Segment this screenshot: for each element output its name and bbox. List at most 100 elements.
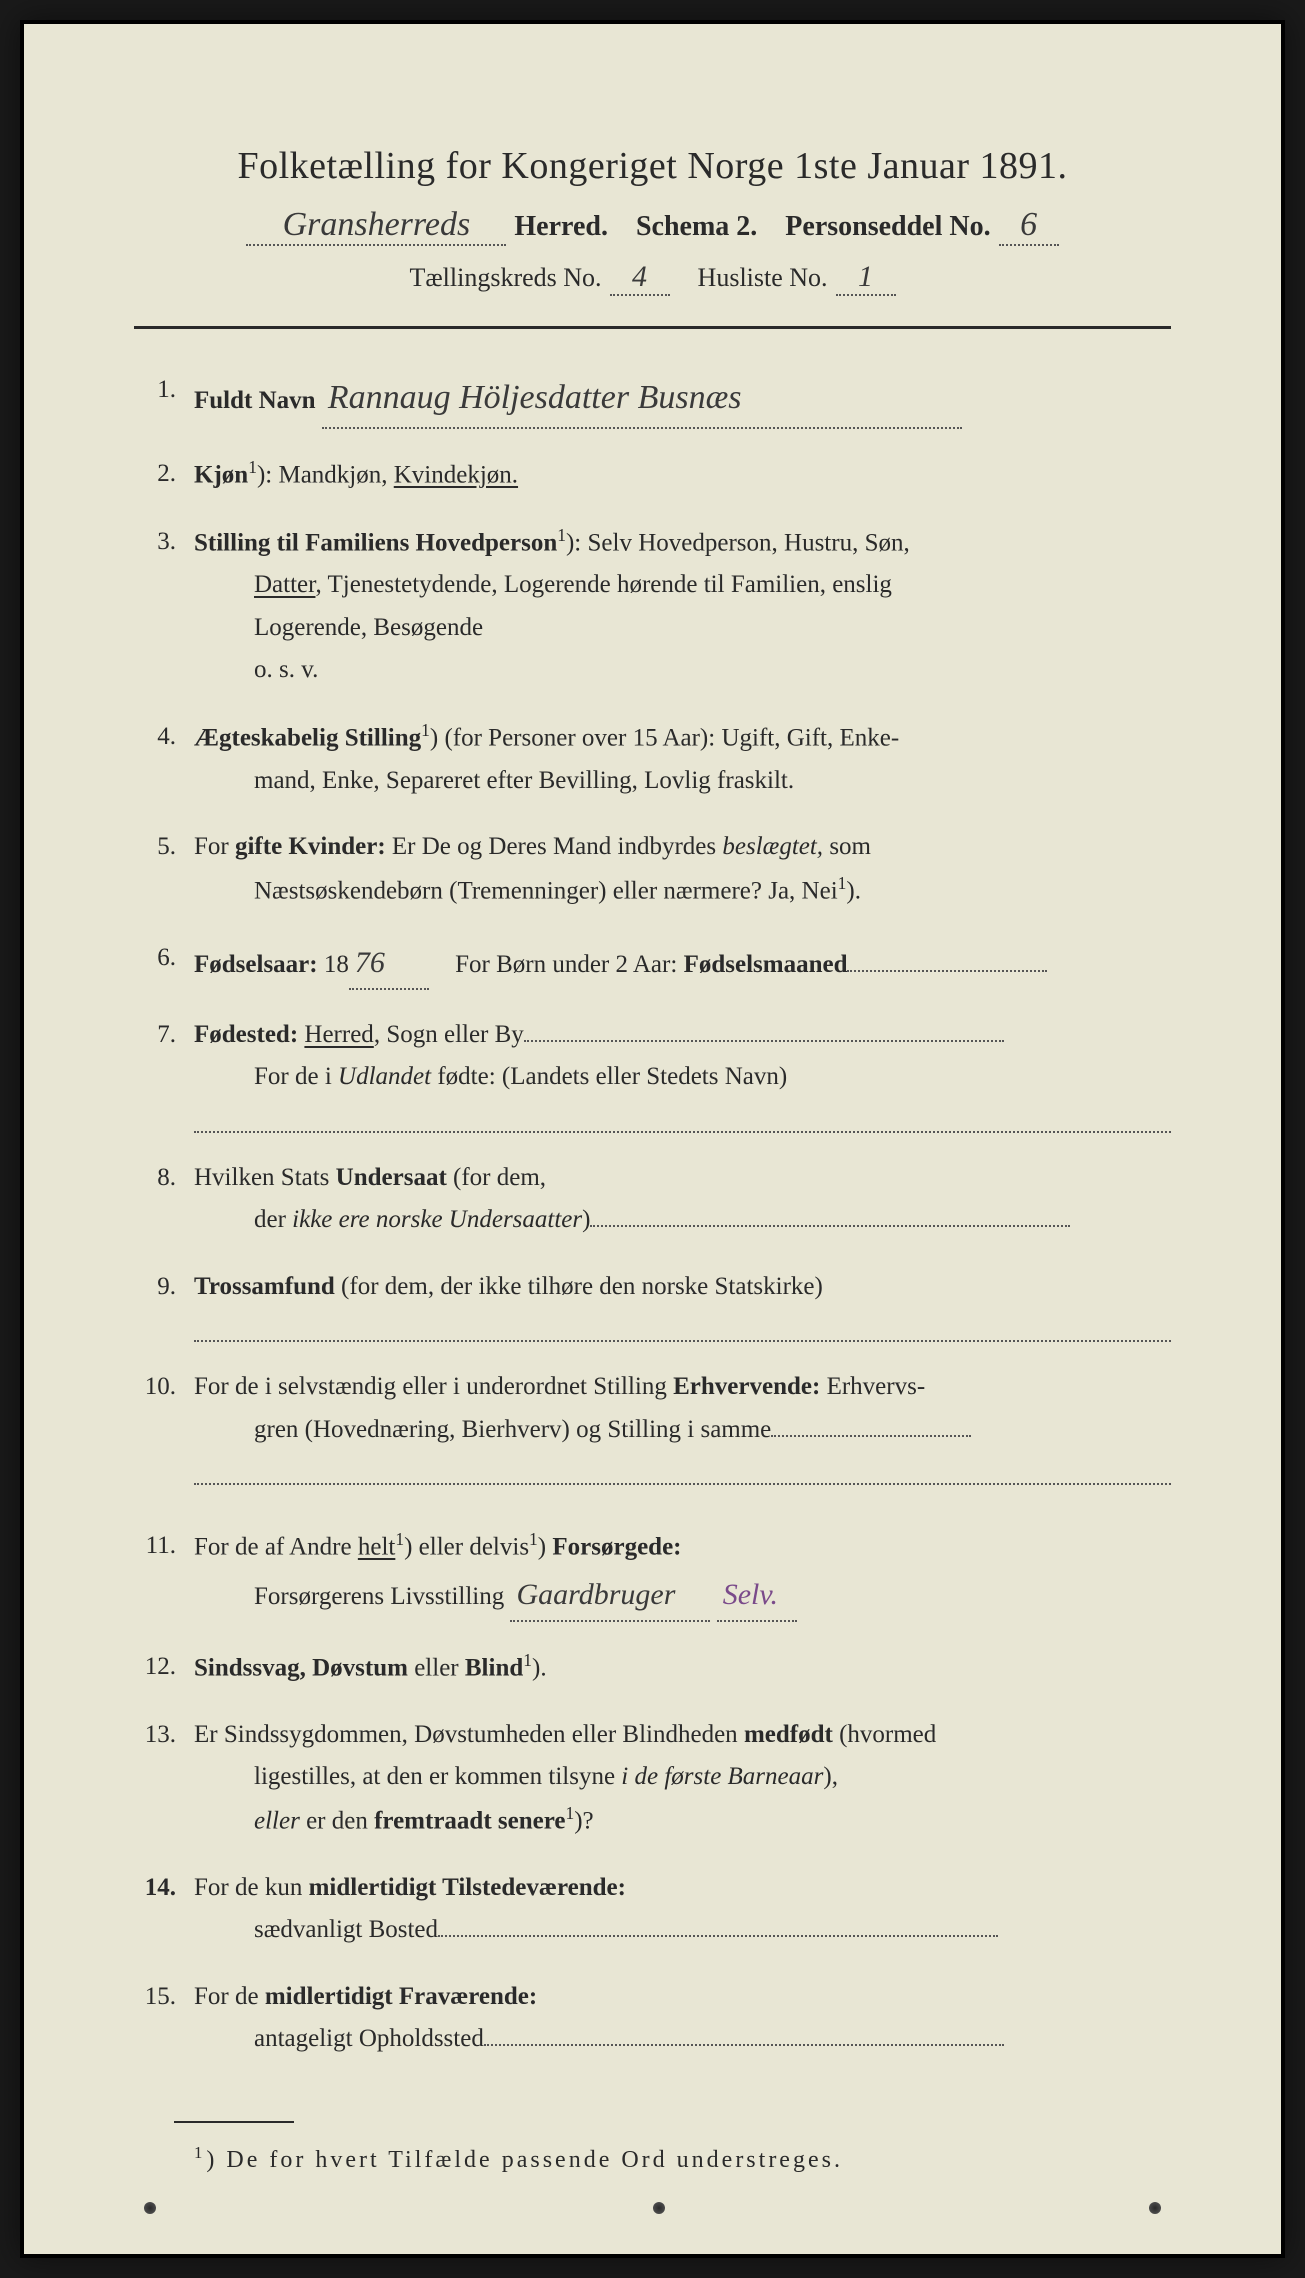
q4-body: Ægteskabelig Stilling1) (for Personer ov… bbox=[194, 716, 1171, 802]
q13-e: i de første Barneaar bbox=[621, 1763, 823, 1790]
form-questions: 1. Fuldt Navn Rannaug Höljesdatter Busnæ… bbox=[134, 369, 1171, 2061]
q1-body: Fuldt Navn Rannaug Höljesdatter Busnæs bbox=[194, 369, 1171, 429]
q5-line2-wrap: Næstsøskendebørn (Tremenninger) eller næ… bbox=[194, 869, 1171, 913]
q3-num: 3. bbox=[134, 521, 194, 564]
q5-d: beslægtet, bbox=[722, 833, 823, 860]
q4-sup: 1 bbox=[421, 720, 430, 740]
pinhole-icon bbox=[144, 2202, 156, 2214]
q6-c: Fødselsmaaned bbox=[684, 951, 848, 978]
q12-body: Sindssvag, Døvstum eller Blind1). bbox=[194, 1646, 1171, 1690]
q6-month bbox=[847, 970, 1047, 972]
q2-opt1: Mandkjøn, bbox=[278, 461, 387, 488]
q9-num: 9. bbox=[134, 1266, 194, 1309]
q2: 2. Kjøn1): Mandkjøn, Kvindekjøn. bbox=[134, 453, 1171, 497]
footnote: 1) De for hvert Tilfælde passende Ord un… bbox=[194, 2143, 1171, 2174]
q11-c: ) bbox=[538, 1533, 546, 1560]
q7: 7. Fødested: Herred, Sogn eller By For d… bbox=[134, 1014, 1171, 1133]
q11-num: 11. bbox=[134, 1525, 194, 1568]
q1-label: Fuldt Navn bbox=[194, 387, 316, 414]
q11-e: Forsørgerens Livsstilling bbox=[254, 1583, 504, 1610]
q10-value bbox=[771, 1435, 971, 1437]
q6: 6. Fødselsaar: 1876 For Børn under 2 Aar… bbox=[134, 937, 1171, 990]
q14-a: For de kun bbox=[194, 1874, 302, 1901]
q11-val2: Selv. bbox=[717, 1569, 797, 1622]
q4-line2: mand, Enke, Separeret efter Bevilling, L… bbox=[194, 760, 1171, 803]
subheader-line-1: Gransherreds Herred. Schema 2. Personsed… bbox=[134, 206, 1171, 246]
q5-e: som bbox=[829, 833, 871, 860]
form-header: Folketælling for Kongeriget Norge 1ste J… bbox=[134, 144, 1171, 296]
q7-line2: For de i Udlandet fødte: (Landets eller … bbox=[194, 1056, 1171, 1099]
q6-body: Fødselsaar: 1876 For Børn under 2 Aar: F… bbox=[194, 937, 1171, 990]
q13-h: er den bbox=[306, 1807, 368, 1834]
q11-line2: Forsørgerens Livsstilling Gaardbruger Se… bbox=[194, 1569, 1171, 1622]
q7-line2b: Udlandet bbox=[338, 1063, 431, 1090]
q12: 12. Sindssvag, Døvstum eller Blind1). bbox=[134, 1646, 1171, 1690]
q3-opts-d: o. s. v. bbox=[194, 649, 1171, 692]
q8-line2: der ikke ere norske Undersaatter) bbox=[194, 1199, 1171, 1242]
q4-label: Ægteskabelig Stilling bbox=[194, 724, 421, 751]
q11-d: Forsørgede: bbox=[552, 1533, 681, 1560]
q6-year: 76 bbox=[349, 937, 429, 990]
tkreds-label: Tællingskreds No. bbox=[409, 263, 601, 293]
q3-datter: Datter bbox=[254, 571, 315, 598]
q13-line3: eller er den fremtraadt senere1)? bbox=[194, 1799, 1171, 1843]
q5-b: gifte Kvinder: bbox=[235, 833, 386, 860]
q7-herred: Herred bbox=[304, 1021, 373, 1048]
q4-num: 4. bbox=[134, 716, 194, 759]
q13-c: (hvormed bbox=[839, 1721, 936, 1748]
q3-opts-b: , Tjenestetydende, Logerende hørende til… bbox=[315, 571, 891, 598]
q11-helt: helt bbox=[358, 1533, 396, 1560]
q7-value bbox=[524, 1040, 1004, 1042]
q3-line2: Datter, Tjenestetydende, Logerende høren… bbox=[194, 564, 1171, 607]
personseddel-no: 6 bbox=[999, 206, 1059, 246]
q12-rest: eller bbox=[414, 1654, 458, 1681]
footnote-text: ) De for hvert Tilfælde passende Ord und… bbox=[206, 2147, 843, 2173]
q15-value bbox=[484, 2044, 1004, 2046]
q3: 3. Stilling til Familiens Hovedperson1):… bbox=[134, 521, 1171, 692]
q10: 10. For de i selvstændig eller i underor… bbox=[134, 1366, 1171, 1485]
q5-num: 5. bbox=[134, 826, 194, 869]
q12-paren: ). bbox=[532, 1654, 547, 1681]
q11-sup2: 1 bbox=[529, 1529, 538, 1549]
q8: 8. Hvilken Stats Undersaat (for dem, der… bbox=[134, 1157, 1171, 1242]
q8-f: ) bbox=[582, 1206, 590, 1233]
q10-c: Erhvervs- bbox=[827, 1373, 926, 1400]
q6-num: 6. bbox=[134, 937, 194, 980]
q15-line2: antageligt Opholdssted bbox=[194, 2018, 1171, 2061]
q13-d: ligestilles, at den er kommen tilsyne bbox=[254, 1763, 615, 1790]
q10-d: gren (Hovednæring, Bierhverv) og Stillin… bbox=[254, 1416, 771, 1443]
q9: 9. Trossamfund (for dem, der ikke tilhør… bbox=[134, 1266, 1171, 1343]
q13-line2: ligestilles, at den er kommen tilsyne i … bbox=[194, 1756, 1171, 1799]
q14-c: sædvanligt Bosted bbox=[254, 1916, 438, 1943]
q13: 13. Er Sindssygdommen, Døvstumheden elle… bbox=[134, 1714, 1171, 1843]
pinhole-icon bbox=[653, 2202, 665, 2214]
q1: 1. Fuldt Navn Rannaug Höljesdatter Busnæ… bbox=[134, 369, 1171, 429]
husliste-no: 1 bbox=[836, 260, 896, 296]
q7-line2c: fødte: (Landets eller Stedets Navn) bbox=[437, 1063, 787, 1090]
schema-label: Schema 2. bbox=[636, 211, 757, 243]
q15-b: midlertidigt Fraværende: bbox=[265, 1983, 537, 2010]
q10-line2: gren (Hovednæring, Bierhverv) og Stillin… bbox=[194, 1409, 1171, 1452]
census-form-page: Folketælling for Kongeriget Norge 1ste J… bbox=[20, 20, 1285, 2258]
q14-line2: sædvanligt Bosted bbox=[194, 1909, 1171, 1952]
q12-sup: 1 bbox=[523, 1650, 532, 1670]
q7-line2a: For de i bbox=[254, 1063, 332, 1090]
q13-i: fremtraadt senere bbox=[374, 1807, 565, 1834]
q13-num: 13. bbox=[134, 1714, 194, 1757]
q14-value bbox=[438, 1935, 998, 1937]
q13-sup: 1 bbox=[565, 1803, 574, 1823]
q8-d: der bbox=[254, 1206, 286, 1233]
personseddel-label: Personseddel No. bbox=[785, 211, 990, 243]
q5-a: For bbox=[194, 833, 229, 860]
q14-body: For de kun midlertidigt Tilstedeværende:… bbox=[194, 1867, 1171, 1952]
q7-rest: , Sogn eller By bbox=[374, 1021, 524, 1048]
q8-a: Hvilken Stats bbox=[194, 1164, 329, 1191]
q2-sup: 1 bbox=[248, 457, 257, 477]
header-divider bbox=[134, 326, 1171, 329]
q11-sup1: 1 bbox=[395, 1529, 404, 1549]
q15-a: For de bbox=[194, 1983, 259, 2010]
q2-label: Kjøn bbox=[194, 461, 248, 488]
q8-num: 8. bbox=[134, 1157, 194, 1200]
q2-opt2: Kvindekjøn. bbox=[394, 461, 518, 488]
q11: 11. For de af Andre helt1) eller delvis1… bbox=[134, 1525, 1171, 1622]
